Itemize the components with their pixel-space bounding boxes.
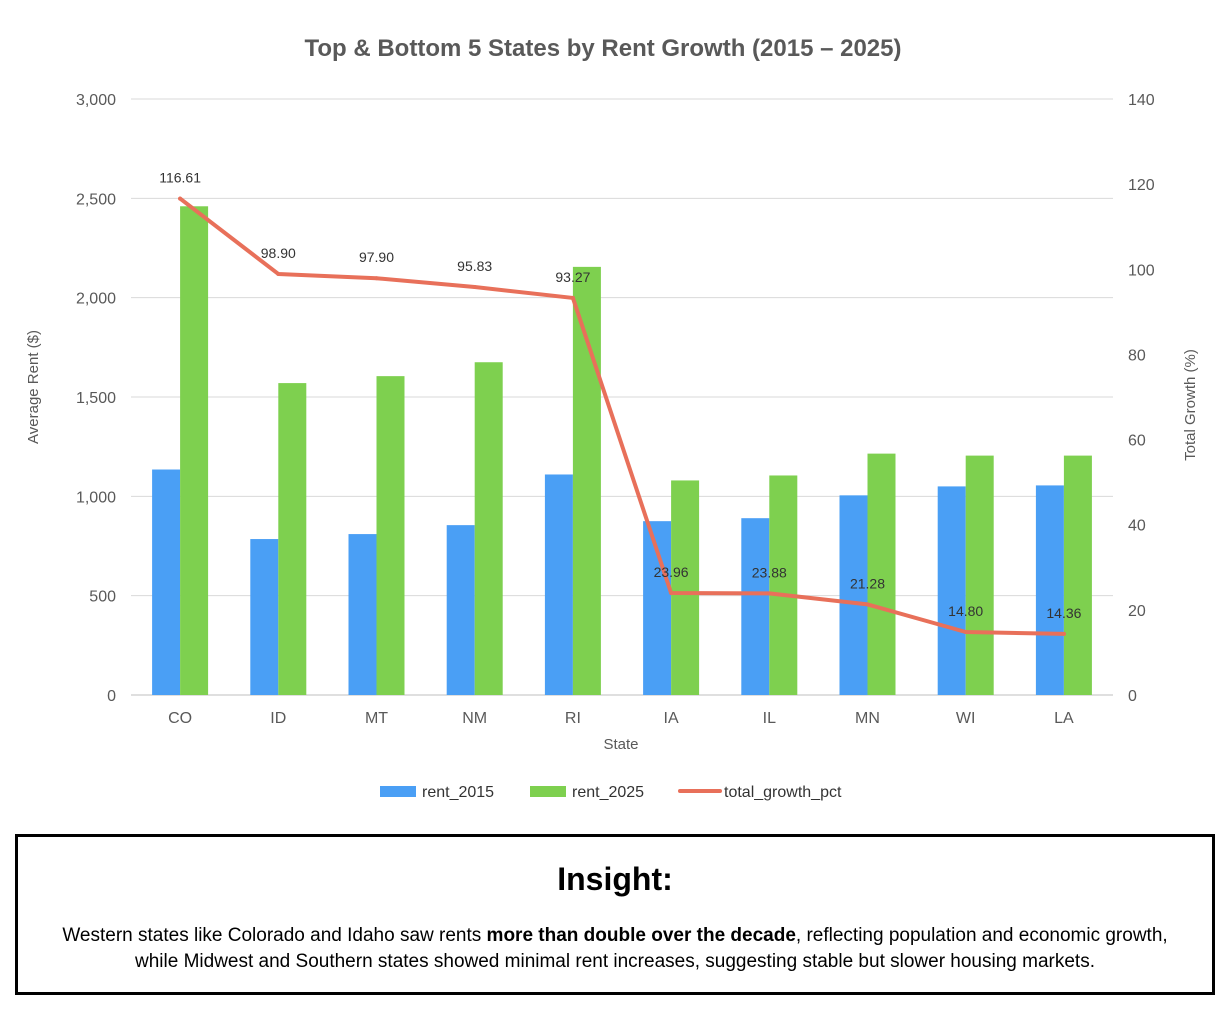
bar-rent_2015	[1035, 485, 1064, 695]
insight-text-start: Western states like Colorado and Idaho s…	[62, 925, 487, 946]
line-point	[276, 271, 281, 276]
growth-data-label: 14.80	[948, 603, 983, 619]
y-tick-label: 1,500	[76, 390, 116, 407]
x-tick-label: CO	[168, 710, 192, 727]
bar-rent_2025	[376, 376, 405, 695]
legend-swatch-rent_2025	[530, 786, 566, 797]
growth-data-label: 95.83	[457, 258, 492, 274]
line-point	[669, 590, 674, 595]
y-tick-label: 0	[107, 688, 116, 705]
growth-data-label: 14.36	[1046, 605, 1081, 621]
growth-data-label: 21.28	[850, 575, 885, 591]
growth-data-label: 93.27	[555, 269, 590, 285]
rent-growth-chart: Top & Bottom 5 States by Rent Growth (20…	[25, 35, 1199, 801]
y2-axis-title: Total Growth (%)	[1182, 349, 1199, 461]
insight-box: Insight: Western states like Colorado an…	[15, 834, 1215, 995]
line-point	[570, 295, 575, 300]
y2-tick-label: 100	[1128, 262, 1155, 279]
x-tick-label: ID	[270, 710, 286, 727]
legend: rent_2015 rent_2025 total_growth_pct	[380, 784, 842, 801]
y2-tick-label: 0	[1128, 688, 1137, 705]
bar-rent_2025	[965, 455, 994, 695]
bar-rent_2015	[348, 534, 377, 695]
bar-rent_2025	[278, 383, 307, 695]
line-point	[963, 629, 968, 634]
y-tick-label: 1,000	[76, 489, 116, 506]
bar-rent_2015	[937, 486, 966, 695]
bar-rent_2015	[446, 525, 475, 695]
legend-swatch-rent_2015	[380, 786, 416, 797]
bar-rent_2025	[572, 266, 601, 695]
y-axis-title: Average Rent ($)	[25, 330, 42, 444]
x-tick-label: WI	[956, 710, 976, 727]
bar-rent_2015	[152, 469, 181, 695]
y-tick-label: 500	[89, 589, 116, 606]
y2-tick-label: 120	[1128, 177, 1155, 194]
insight-text-end: , reflecting population and economic gro…	[135, 925, 1168, 972]
x-tick-label: IL	[763, 710, 776, 727]
line-total_growth_pct	[178, 196, 1066, 636]
bar-rent_2015	[250, 539, 279, 695]
line-point	[178, 196, 183, 201]
y2-tick-label: 140	[1128, 92, 1155, 109]
y2-tick-label: 40	[1128, 518, 1146, 535]
growth-data-label: 23.88	[752, 564, 787, 580]
chart-title: Top & Bottom 5 States by Rent Growth (20…	[304, 35, 901, 62]
insight-text-emphasis: more than double over the decade	[486, 925, 796, 946]
bar-rent_2025	[180, 206, 209, 695]
y-tick-label: 2,000	[76, 291, 116, 308]
insight-text: Western states like Colorado and Idaho s…	[46, 923, 1184, 975]
insight-title: Insight:	[557, 861, 673, 897]
y2-tick-label: 80	[1128, 347, 1146, 364]
x-tick-label: MN	[855, 710, 880, 727]
bar-rent_2025	[769, 475, 798, 695]
x-axis-title: State	[603, 736, 638, 753]
x-tick-label: NM	[462, 710, 487, 727]
y-tick-label: 3,000	[76, 92, 116, 109]
legend-label-rent_2015: rent_2015	[422, 784, 494, 801]
x-tick-label: RI	[565, 710, 581, 727]
bar-rent_2025	[867, 453, 896, 695]
line-point	[374, 276, 379, 281]
y2-tick-label: 60	[1128, 433, 1146, 450]
y2-tick-label: 20	[1128, 603, 1146, 620]
bar-rent_2025	[1063, 455, 1092, 695]
legend-label-total_growth_pct: total_growth_pct	[724, 784, 842, 801]
x-tick-label: LA	[1054, 710, 1074, 727]
line-point	[1061, 631, 1066, 636]
bar-rent_2015	[544, 474, 573, 695]
y-tick-label: 2,500	[76, 191, 116, 208]
x-tick-label: MT	[365, 710, 388, 727]
bar-rent_2015	[839, 495, 868, 695]
x-tick-label: IA	[664, 710, 679, 727]
line-point	[865, 602, 870, 607]
bar-rent_2025	[671, 480, 700, 695]
legend-label-rent_2025: rent_2025	[572, 784, 644, 801]
line-point	[472, 285, 477, 290]
growth-data-label: 116.61	[159, 170, 201, 186]
line-point	[767, 591, 772, 596]
bar-rent_2025	[474, 362, 503, 695]
bar-rent_2015	[741, 518, 770, 695]
growth-data-label: 98.90	[261, 245, 296, 261]
growth-data-label: 97.90	[359, 249, 394, 265]
growth-data-label: 23.96	[654, 564, 689, 580]
